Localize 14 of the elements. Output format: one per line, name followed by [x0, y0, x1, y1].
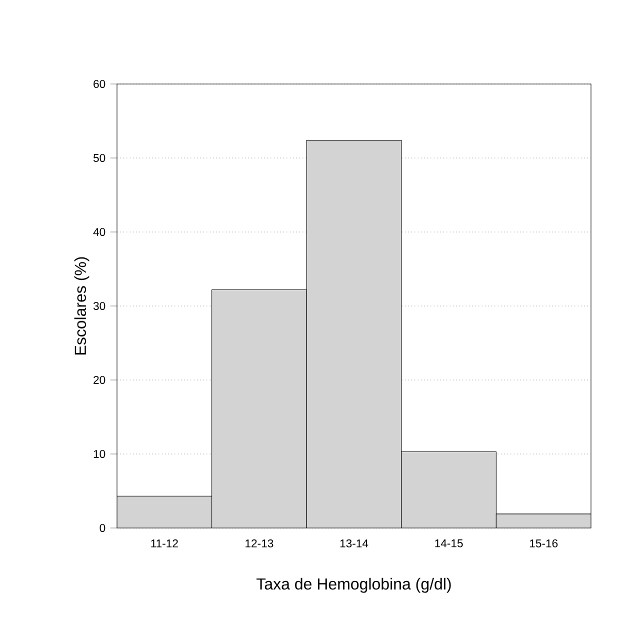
y-tick-label: 40: [93, 228, 106, 236]
x-axis-title: Taxa de Hemoglobina (g/dl): [256, 578, 451, 593]
y-tick-label: 10: [94, 450, 106, 458]
x-tick-label: 15-16: [530, 539, 558, 548]
x-tick-label: 14-15: [435, 539, 463, 548]
y-axis-title: Escolares (%): [74, 257, 90, 354]
x-tick-label: 13-14: [340, 539, 368, 548]
y-tick-label: 20: [94, 376, 106, 384]
y-tick-label: 0: [100, 524, 106, 532]
y-tick-label: 30: [93, 302, 106, 310]
x-tick-label: 11-12: [151, 539, 178, 548]
y-tick-label: 60: [94, 80, 106, 88]
x-tick-label: 12-13: [246, 539, 274, 548]
y-tick-label: 50: [93, 154, 106, 162]
